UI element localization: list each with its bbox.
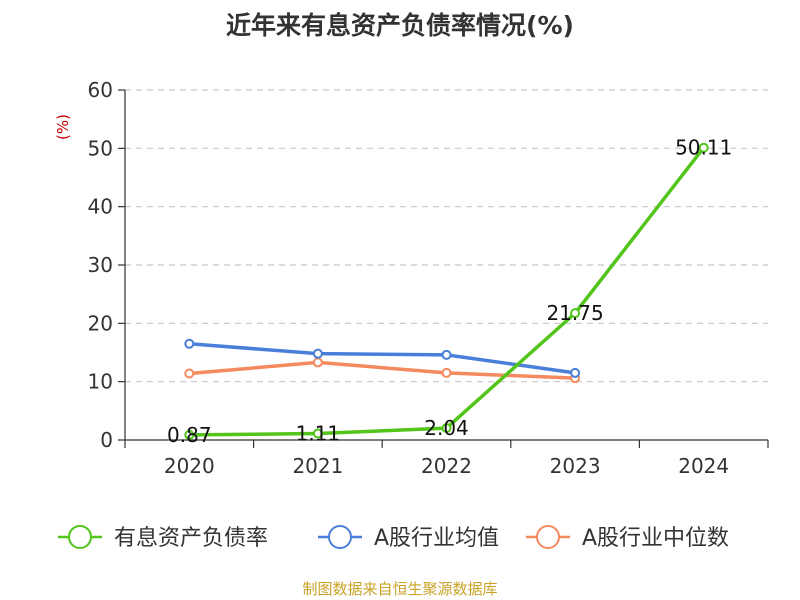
data-point: [184, 368, 195, 379]
legend-marker: [328, 525, 352, 549]
data-point: [312, 428, 323, 439]
y-tick-label: 40: [88, 195, 113, 219]
data-point: [698, 142, 709, 153]
y-tick-label: 30: [88, 253, 113, 277]
series-line: [187, 360, 577, 380]
data-label: 50.11: [675, 136, 732, 160]
y-tick-label: 20: [88, 311, 113, 335]
grid-lines: [125, 89, 768, 383]
y-tick-label: 60: [88, 78, 113, 102]
x-tick-label: 2021: [292, 454, 343, 478]
data-point: [441, 367, 452, 378]
series-1: [184, 338, 581, 378]
x-tick-label: 2020: [164, 454, 215, 478]
data-label: 2.04: [424, 416, 469, 440]
y-tick-label: 50: [88, 136, 113, 160]
chart-title: 近年来有息资产负债率情况(%): [226, 11, 574, 40]
legend-label: A股行业均值: [374, 526, 499, 551]
data-labels: 0.87 1.11 2.04 21.75 50.11: [167, 136, 732, 447]
data-point: [570, 367, 581, 378]
axes: 0 10 20 30 40 50 60 2020 2021 2022 2023 2024: [88, 78, 769, 478]
legend: 有息资产负债率 A股行业均值 A股行业中位数: [58, 525, 729, 551]
data-point: [570, 308, 581, 319]
y-axis-unit: (%): [54, 114, 72, 140]
legend-item: A股行业均值: [318, 525, 499, 551]
series-0: [184, 142, 709, 440]
series-line: [187, 145, 706, 437]
legend-marker: [536, 525, 560, 549]
x-tick-label: 2023: [550, 454, 601, 478]
legend-item: 有息资产负债率: [58, 525, 268, 551]
data-point: [184, 429, 195, 440]
data-point: [312, 348, 323, 359]
x-tick-label: 2024: [678, 454, 729, 478]
source-note: 制图数据来自恒生聚源数据库: [302, 580, 497, 598]
data-label: 0.87: [167, 423, 212, 447]
legend-marker: [68, 525, 92, 549]
legend-label: 有息资产负债率: [114, 526, 268, 551]
legend-item: A股行业中位数: [526, 525, 729, 551]
data-point: [441, 423, 452, 434]
x-tick-label: 2022: [421, 454, 472, 478]
data-label: 21.75: [546, 301, 603, 325]
data-point: [441, 349, 452, 360]
data-point: [312, 357, 323, 368]
series-line: [187, 342, 577, 375]
y-tick-label: 10: [88, 370, 113, 394]
data-label: 1.11: [296, 422, 341, 446]
data-point: [184, 338, 195, 349]
series-group: [184, 142, 709, 440]
legend-label: A股行业中位数: [582, 526, 729, 551]
y-tick-label: 0: [100, 428, 113, 452]
